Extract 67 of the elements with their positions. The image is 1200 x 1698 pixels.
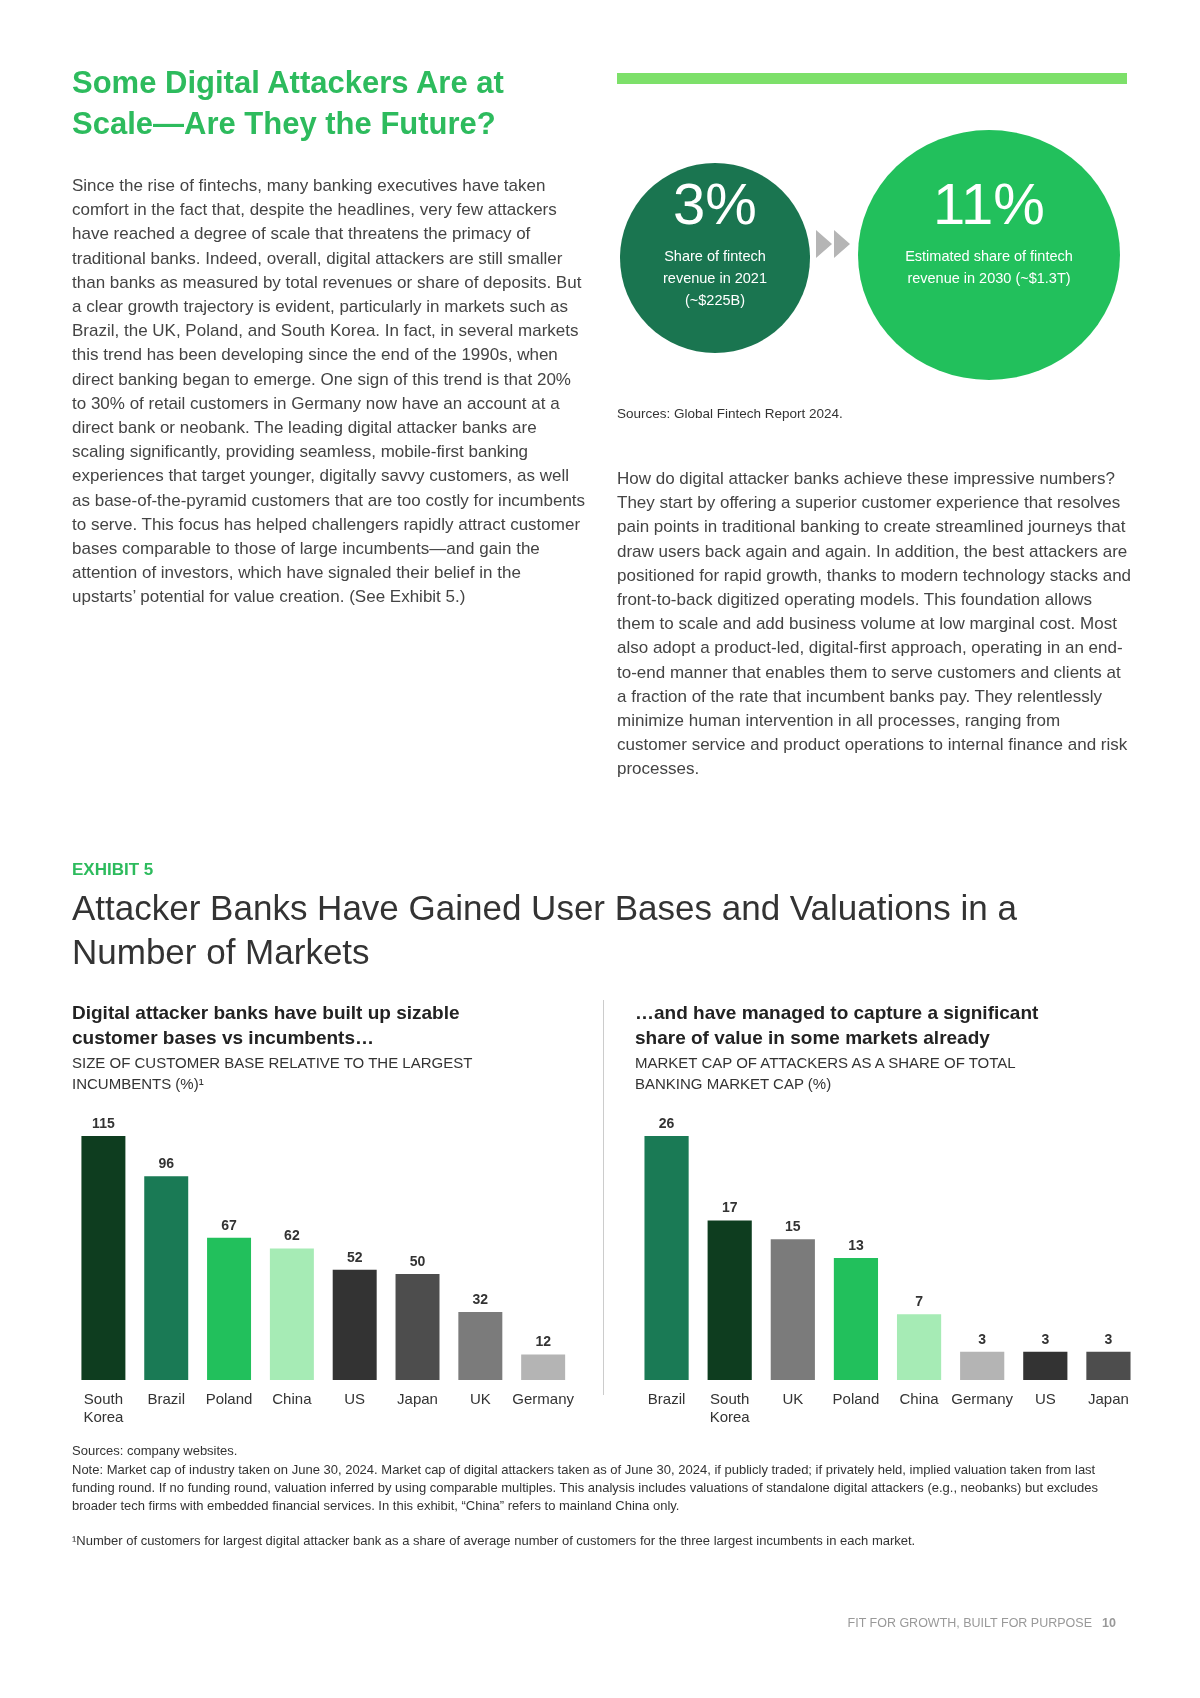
text: Estimated share of fintech revenue in 2030 (~$1.3T) <box>904 247 1074 288</box>
data-label: 50 <box>409 1252 426 1269</box>
text: 10 <box>1102 1616 1116 1630</box>
x-tick-label: Japan <box>1088 1390 1129 1408</box>
bar <box>81 1136 126 1380</box>
x-tick-label: South Korea <box>83 1390 125 1426</box>
x-tick-label: China <box>899 1390 940 1408</box>
x-tick-label: South Korea <box>709 1390 751 1426</box>
chart-title: Digital attacker banks have built up sizable customer bases vs incumbents… <box>72 1001 461 1050</box>
text: Attacker Banks Have Gained User Bases and Valuations in a Number of Markets <box>72 887 1018 973</box>
text: Share of fintech revenue in 2021 (~$225B) <box>662 247 768 310</box>
data-label: 3 <box>1041 1330 1050 1347</box>
data-label: 115 <box>92 1114 115 1131</box>
bar <box>1086 1351 1131 1380</box>
text: Since the rise of fintechs, many banking executives have taken comfort in the fact that, despite the headlines, very few attackers have reached a degree of scale that threatens the primacy of traditional banks. Indeed, overall, digital attackers are still smaller than banks as measured by total revenues or share of deposits. But a clear growth trajectory is evident, particularly in markets such as Brazil, the UK, Poland, and South Korea. In fact, in several markets this trend has been developing since the end of the 1990s, when direct banking began to emerge. One sign of this trend is that 20% to 30% of retail customers in Germany now have an account at a direct bank or neobank. The leading digital attacker banks are scaling significantly, providing seamless, mobile-first banking experiences that target younger, digitally savvy customers, as well as base-of-the-pyramid customers that are too costly for incumbents to serve. This focus has helped challengers rapidly attract customer bases comparable to those of large incumbents—and gain the attention of investors, which have signaled their belief in the upstarts’ potential for value creation. (See Exhibit 5.) <box>72 176 586 607</box>
chart-title: …and have managed to capture a significant share of value in some markets already <box>635 1001 1040 1050</box>
source-note: Sources: company websites. <box>72 1443 239 1458</box>
data-label: 62 <box>284 1227 300 1244</box>
bar <box>707 1220 752 1380</box>
text: FIT FOR GROWTH, BUILT FOR PURPOSE <box>846 1616 1092 1630</box>
bar <box>395 1273 440 1380</box>
text: ¹Number of customers for largest digital attacker bank as a share of average number of customers for the three largest incumbents in each market. <box>72 1533 917 1548</box>
x-tick-label: UK <box>782 1390 804 1408</box>
chart-subtitle: MARKET CAP OF ATTACKERS AS A SHARE OF TOTAL BANKING MARKET CAP (%) <box>635 1053 1017 1094</box>
bar <box>644 1136 689 1380</box>
data-label: 26 <box>658 1114 675 1131</box>
bar <box>521 1354 566 1380</box>
data-label: 15 <box>785 1218 801 1235</box>
bar <box>458 1312 503 1380</box>
data-label: 67 <box>221 1216 238 1233</box>
bar <box>1023 1351 1068 1380</box>
data-label: 3 <box>978 1330 987 1347</box>
bar <box>833 1258 879 1380</box>
x-tick-label: China <box>272 1390 313 1408</box>
data-label: 52 <box>346 1248 363 1265</box>
chart-subtitle: SIZE OF CUSTOMER BASE RELATIVE TO THE LARGEST INCUMBENTS (%)¹ <box>72 1053 474 1094</box>
x-tick-label: UK <box>469 1390 491 1408</box>
x-tick-label: Brazil <box>647 1390 686 1408</box>
bar <box>960 1351 1005 1380</box>
source-note: Sources: Global Fintech Report 2024. <box>617 406 844 421</box>
bar <box>770 1239 815 1380</box>
text: Note: Market cap of industry taken on June 30, 2024. Market cap of digital attackers taken as of June 30, 2024, if publicly traded; if privately held, implied valuation taken from last funding round. If no funding round, valuation inferred by using comparable multiples. This analysis includes valuations of standalone digital attackers (e.g., neobanks) but excludes broader tech firms with embedded financial services. In this exhibit, “China” refers to mainland China only. <box>72 1461 1099 1515</box>
data-label: 7 <box>915 1293 924 1310</box>
x-tick-label: Poland <box>832 1390 880 1408</box>
bar <box>144 1176 189 1380</box>
data-label: 17 <box>721 1199 738 1216</box>
bar <box>896 1314 942 1380</box>
text: How do digital attacker banks achieve these impressive numbers? They start by offering a superior customer experience that resolves pain points in traditional banking to create streamlined journeys that draw users back again and again. In addition, the best attackers are positioned for rapid growth, thanks to modern technology stacks and front-to-back digitized operating models. This foundation allows them to scale and add business volume at low marginal cost. Most also adopt a product-led, digital-first approach, operating in an end-to-end manner that enables them to serve customers and clients at a fraction of the rate that incumbent banks pay. They relentlessly minimize human intervention in all processes, ranging from customer service and product operations to internal finance and risk processes. <box>617 469 1132 779</box>
x-tick-label: Germany <box>951 1390 1014 1408</box>
bar <box>332 1269 377 1380</box>
data-label: 32 <box>472 1290 489 1307</box>
x-tick-label: Japan <box>397 1390 438 1408</box>
x-tick-label: US <box>344 1390 366 1408</box>
x-tick-label: US <box>1034 1390 1056 1408</box>
data-label: 96 <box>158 1155 175 1172</box>
x-tick-label: Brazil <box>147 1390 185 1408</box>
data-label: 3 <box>1104 1330 1113 1347</box>
bar <box>207 1237 252 1380</box>
text: 3% <box>672 170 758 237</box>
bar <box>269 1248 314 1380</box>
text: EXHIBIT 5 <box>72 860 154 880</box>
data-label: 13 <box>848 1236 864 1253</box>
x-tick-label: Germany <box>512 1390 575 1408</box>
data-label: 12 <box>535 1333 552 1350</box>
text: 11% <box>932 170 1046 237</box>
x-tick-label: Poland <box>205 1390 253 1408</box>
text: Some Digital Attackers Are at Scale—Are They the Future? <box>72 64 505 143</box>
